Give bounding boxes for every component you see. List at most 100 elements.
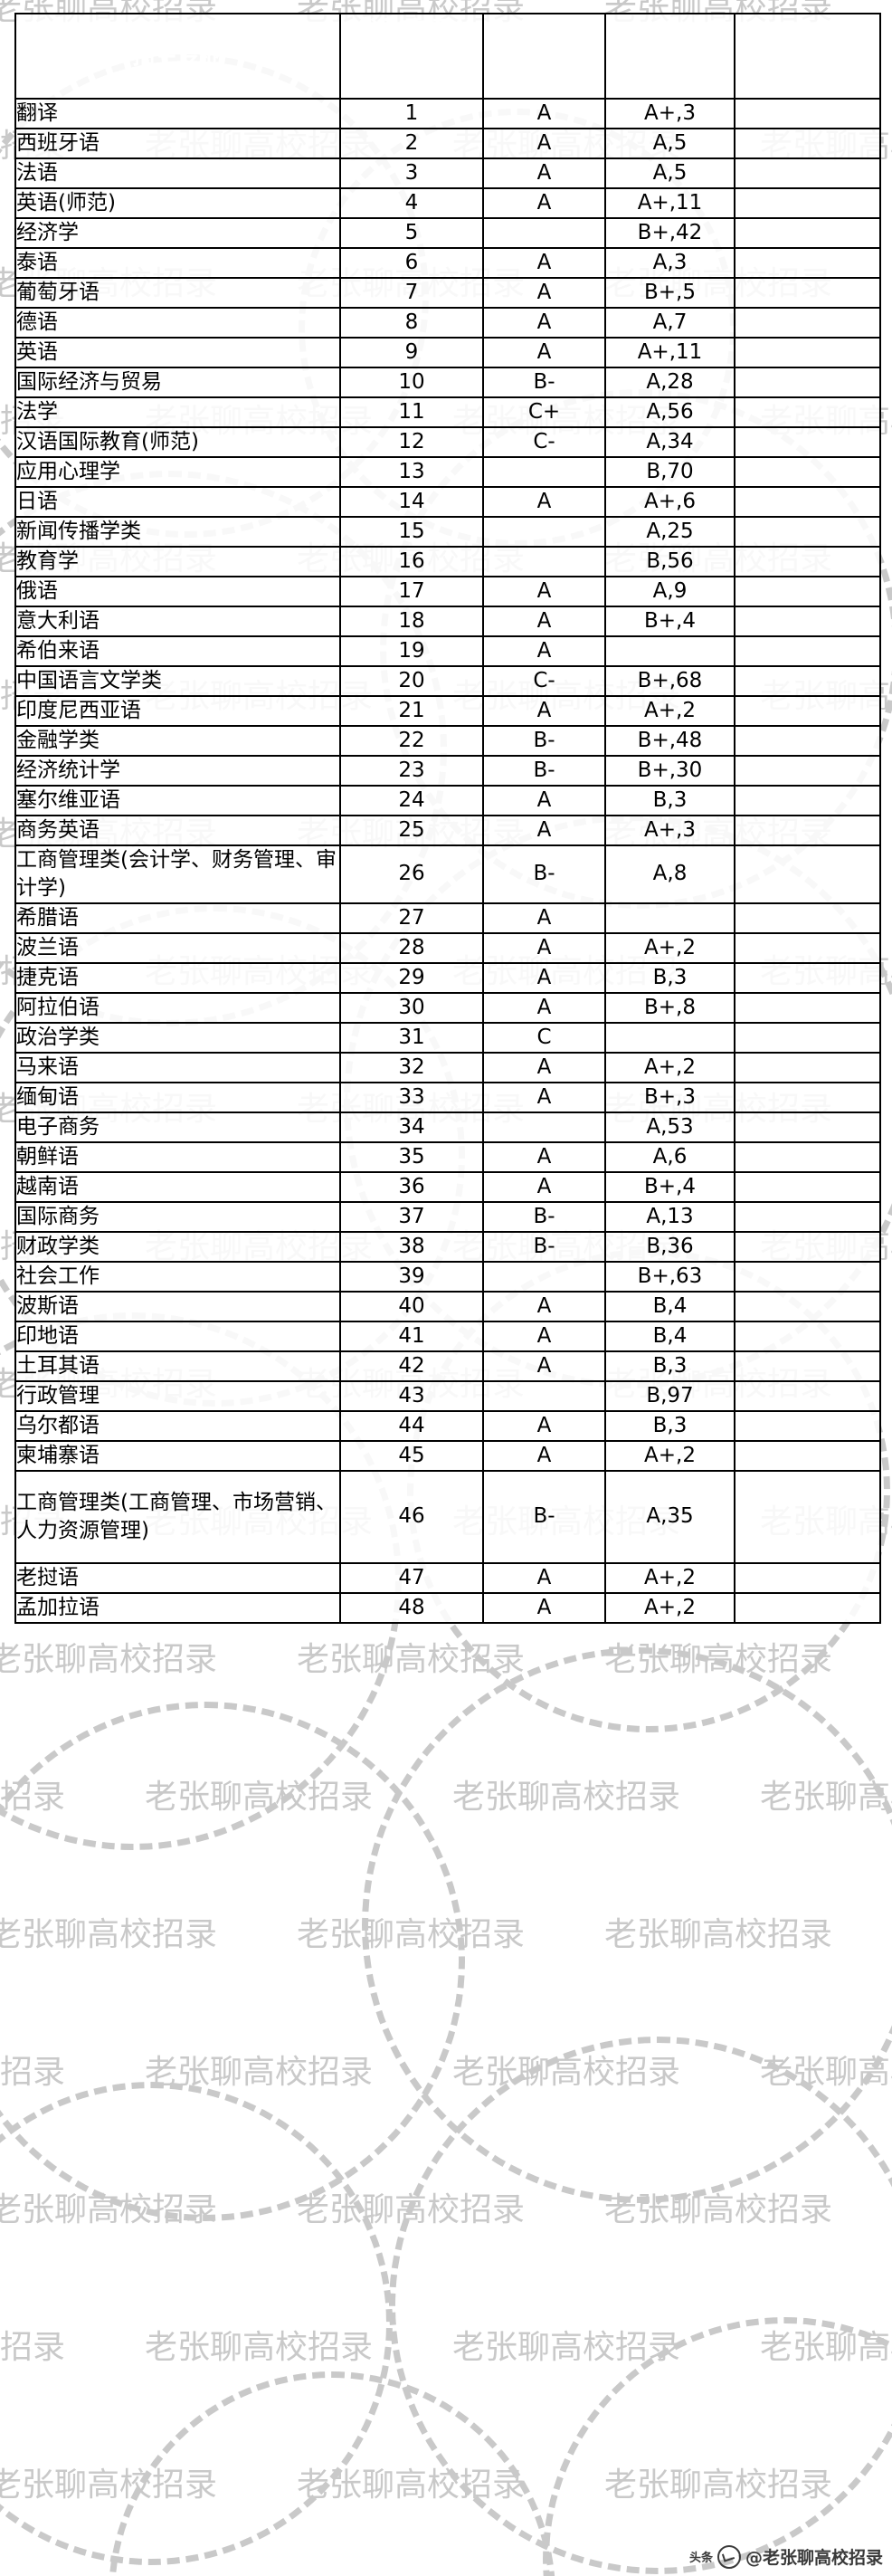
cell-major: 柬埔寨语	[14, 1440, 341, 1473]
cell-rank: 18	[339, 606, 484, 637]
watermark-text: 老张聊高校招录	[452, 2329, 681, 2366]
cell-rank: 16	[339, 546, 484, 577]
cell-moe-grade: A	[482, 337, 606, 368]
cell-soft-rank: B+,8	[604, 992, 735, 1025]
cell-moe-grade: B-	[482, 1231, 606, 1264]
table-row: 朝鲜语 35 A A,6	[14, 1141, 881, 1174]
cell-rank: 5	[339, 217, 484, 249]
cell-qs-rank	[734, 962, 881, 995]
cell-moe-grade: B-	[482, 755, 606, 787]
cell-major: 社会工作	[14, 1261, 341, 1293]
cell-rank: 35	[339, 1141, 484, 1174]
cell-moe-grade: A	[482, 695, 606, 727]
cell-major: 德语	[14, 307, 341, 339]
cell-soft-rank: B,4	[604, 1291, 735, 1323]
cell-rank: 2	[339, 128, 484, 159]
cell-rank: 40	[339, 1291, 484, 1323]
cell-rank: 10	[339, 367, 484, 398]
watermark-ring	[109, 2371, 555, 2576]
cell-rank: 45	[339, 1440, 484, 1473]
cell-moe-grade: A	[482, 1082, 606, 1114]
cell-qs-rank	[734, 1231, 881, 1264]
cell-major: 越南语	[14, 1171, 341, 1204]
cell-major: 乌尔都语	[14, 1410, 341, 1443]
cell-rank: 26	[339, 844, 484, 905]
watermark-text: 老张聊高校招录	[0, 2191, 218, 2228]
table-row: 翻译 1 A A+,3	[14, 98, 881, 129]
table-row: 泰语 6 A A,3	[14, 247, 881, 279]
cell-rank: 3	[339, 157, 484, 189]
cell-rank: 41	[339, 1321, 484, 1353]
watermark-text: 老张聊高校招录	[145, 2054, 374, 2091]
cell-rank: 15	[339, 516, 484, 548]
cell-major: 翻译	[14, 98, 341, 129]
cell-moe-grade	[482, 456, 606, 488]
cell-rank: 47	[339, 1562, 484, 1595]
admissions-ranking-table: 招生专业 近4年录 取排位均 值排名 教育部 评估 软科评 级排名 QS排名 翻译 1 A A…	[14, 13, 881, 1625]
cell-moe-grade: A	[482, 815, 606, 846]
table-row: 政治学类 31 C	[14, 1022, 881, 1054]
cell-moe-grade: A	[482, 247, 606, 279]
cell-moe-grade: A	[482, 606, 606, 637]
cell-soft-rank: A,5	[604, 128, 735, 159]
cell-soft-rank: A+,11	[604, 337, 735, 368]
cell-rank: 9	[339, 337, 484, 368]
table-row: 柬埔寨语 45 A A+,2	[14, 1440, 881, 1473]
table-row: 汉语国际教育(师范) 12 C- A,34	[14, 426, 881, 458]
account-handle: @老张聊高校招录	[745, 2548, 883, 2568]
cell-rank: 12	[339, 426, 484, 458]
table-row: 塞尔维亚语 24 A B,3	[14, 785, 881, 816]
cell-qs-rank	[734, 1470, 881, 1565]
watermark-text: 老张聊高校招录	[452, 1779, 681, 1816]
cell-major: 希伯来语	[14, 635, 341, 667]
cell-qs-rank	[734, 1141, 881, 1174]
table-row: 工商管理类(工商管理、市场营销、人力资源管理) 46 B- A,35	[14, 1470, 881, 1565]
cell-qs-rank	[734, 337, 881, 368]
cell-soft-rank: B,4	[604, 1321, 735, 1353]
cell-qs-rank	[734, 725, 881, 757]
column-header-moe: 教育部 评估	[482, 13, 606, 100]
watermark-text: 老张聊高校招录	[297, 2191, 526, 2228]
cell-qs-rank	[734, 606, 881, 637]
column-header-major: 招生专业	[14, 13, 341, 100]
cell-moe-grade: A	[482, 1141, 606, 1174]
cell-qs-rank	[734, 844, 881, 905]
column-header-line: 评估	[521, 56, 567, 82]
cell-qs-rank	[734, 1171, 881, 1204]
cell-rank: 29	[339, 962, 484, 995]
cell-major: 商务英语	[14, 815, 341, 846]
column-header-line: 招生专业	[132, 43, 223, 70]
cell-major: 老挝语	[14, 1562, 341, 1595]
cell-qs-rank	[734, 1440, 881, 1473]
cell-rank: 8	[339, 307, 484, 339]
cell-moe-grade	[482, 516, 606, 548]
cell-rank: 21	[339, 695, 484, 727]
cell-qs-rank	[734, 1052, 881, 1084]
cell-major: 意大利语	[14, 606, 341, 637]
table-row: 国际商务 37 B- A,13	[14, 1201, 881, 1234]
cell-qs-rank	[734, 695, 881, 727]
cell-rank: 6	[339, 247, 484, 279]
cell-rank: 38	[339, 1231, 484, 1264]
cell-soft-rank: A,3	[604, 247, 735, 279]
table-row: 社会工作 39 B+,63	[14, 1261, 881, 1293]
cell-moe-grade: A	[482, 992, 606, 1025]
table-row: 日语 14 A A+,6	[14, 486, 881, 518]
cell-soft-rank: B,56	[604, 546, 735, 577]
cell-moe-grade	[482, 1261, 606, 1293]
table-row: 新闻传播学类 15 A,25	[14, 516, 881, 548]
watermark-text: 老张聊高校招录	[0, 2466, 218, 2504]
watermark-text: 老张聊高校招录	[297, 1916, 526, 1953]
cell-major: 孟加拉语	[14, 1592, 341, 1625]
table-row: 越南语 36 A B+,4	[14, 1171, 881, 1204]
table-row: 土耳其语 42 A B,3	[14, 1350, 881, 1383]
cell-moe-grade: C-	[482, 426, 606, 458]
table-row: 葡萄牙语 7 A B+,5	[14, 277, 881, 309]
column-header-soft: 软科评 级排名	[604, 13, 735, 100]
cell-major: 国际经济与贸易	[14, 367, 341, 398]
cell-rank: 39	[339, 1261, 484, 1293]
table-row: 德语 8 A A,7	[14, 307, 881, 339]
cell-moe-grade: A	[482, 576, 606, 607]
cell-soft-rank: B+,63	[604, 1261, 735, 1293]
cell-moe-grade: A	[482, 635, 606, 667]
